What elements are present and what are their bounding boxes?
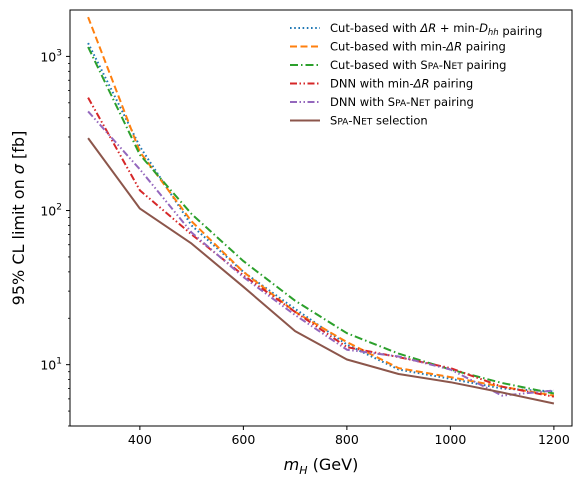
legend-label-1: Cut-based with ΔR + min-Dhh pairing — [330, 21, 542, 38]
legend-label-3: Cut-based with SPA-NET pairing — [330, 58, 506, 72]
x-tick-label: 800 — [335, 432, 359, 447]
x-tick-label: 1000 — [434, 432, 466, 447]
series-line-3 — [87, 46, 555, 395]
legend-label-2: Cut-based with min-ΔR pairing — [330, 40, 506, 54]
y-axis-label: 95% CL limit on σ [fb] — [9, 131, 28, 306]
series-line-4 — [87, 97, 555, 398]
ticks-layer: 400 600 800 1000 1200 101 102 103 — [40, 48, 569, 447]
y-tick-label: 101 — [40, 357, 62, 373]
series-line-5 — [87, 110, 554, 397]
x-tick-label: 600 — [231, 432, 255, 447]
series-layer — [87, 16, 555, 405]
series-line-1 — [87, 42, 554, 393]
legend-label-6: SPA-NET selection — [330, 114, 428, 128]
series-line-6 — [87, 137, 555, 405]
y-tick-label: 103 — [40, 48, 62, 64]
plot-area — [70, 10, 572, 426]
legend-label-5: DNN with SPA-NET pairing — [330, 95, 474, 109]
legend-label-4: DNN with min-ΔR pairing — [330, 77, 473, 91]
legend: Cut-based with ΔR + min-Dhh pairing Cut-b… — [290, 21, 542, 128]
plot-frame — [69, 9, 573, 427]
x-tick-label: 400 — [128, 432, 152, 447]
x-axis-label: mH (GeV) — [284, 455, 359, 477]
x-tick-label: 1200 — [538, 432, 570, 447]
y-tick-label: 102 — [40, 203, 62, 219]
